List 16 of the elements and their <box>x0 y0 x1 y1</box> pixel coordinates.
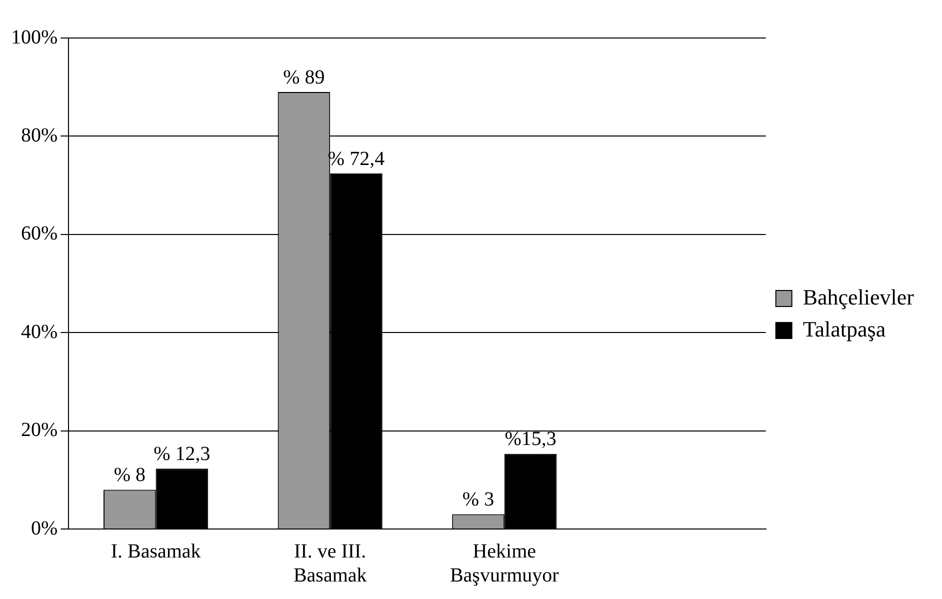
data-label: %15,3 <box>504 428 556 450</box>
data-label: % 89 <box>283 66 325 88</box>
y-tick-label: 40% <box>20 320 58 343</box>
y-tick-label: 20% <box>20 419 58 442</box>
y-tick-label: 80% <box>20 124 58 146</box>
y-tick-label: 100% <box>10 26 58 48</box>
x-tick-label: I. Basamak <box>110 540 201 562</box>
data-label: % 12,3 <box>154 442 210 465</box>
legend-label: Bahçelievler <box>802 284 915 310</box>
y-tick-label: 60% <box>20 222 58 245</box>
x-tick-label: II. ve III. Basamak <box>293 540 367 586</box>
legend-label: Talatpaşa <box>802 316 886 342</box>
y-tick-label: 0% <box>30 517 58 540</box>
x-tick-label: Hekime Başvurmuyor <box>450 540 560 586</box>
data-label: % 3 <box>462 488 494 511</box>
data-label: % 8 <box>114 464 146 486</box>
